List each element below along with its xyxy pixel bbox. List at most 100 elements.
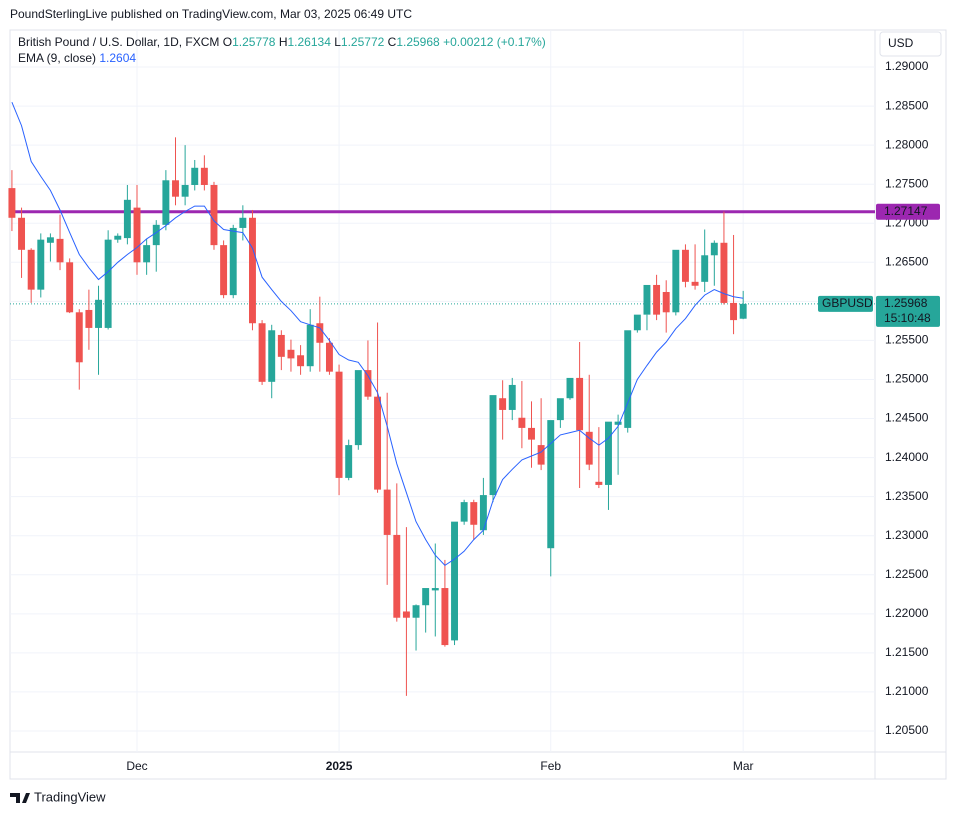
candle-body [537,445,545,465]
legend-value: 1.25778 [232,35,276,49]
candle-body [489,395,497,496]
x-tick-label: Mar [733,759,754,773]
legend-title: British Pound / U.S. Dollar, 1D, FXCM [18,35,219,49]
legend: British Pound / U.S. Dollar, 1D, FXCM O1… [18,35,546,49]
candle-body [710,242,718,256]
candle-body [335,371,343,478]
candle-body [306,324,314,367]
y-tick-label: 1.24000 [885,450,929,464]
legend-key: O [223,35,232,49]
candle-body [95,299,102,328]
tv-logo [10,793,30,803]
y-tick-label: 1.24500 [885,411,929,425]
candle-body [508,384,516,410]
y-tick-label: 1.22000 [885,606,929,620]
candle-body [460,502,468,522]
y-tick-label: 1.28000 [885,137,929,151]
candle-body [614,421,622,425]
candle-body [393,534,401,618]
legend-value: 1.25968 [396,35,440,49]
candle-body [383,489,391,535]
candle-body [470,502,478,525]
y-tick-label: 1.28500 [885,98,929,112]
candle-body [585,431,593,465]
y-tick-label: 1.25000 [885,372,929,386]
y-tick-label: 1.23000 [885,528,929,542]
y-tick-label: 1.21500 [885,645,929,659]
candle-body [104,239,112,328]
candle-body [431,588,439,591]
candle-body [605,421,612,485]
candle-body [181,184,189,197]
candle-body [422,588,430,606]
symbol-tag-label: GBPUSD [822,296,873,310]
candle-body [595,481,603,485]
ema-line [11,102,744,567]
x-tick-label: Feb [540,759,561,773]
ema-legend: EMA (9, close) 1.2604 [18,51,136,65]
candle-body [191,167,199,185]
candle-body [672,249,680,313]
candle-body [643,284,651,315]
candle-body [133,207,141,263]
y-tick-label: 1.22500 [885,567,929,581]
candle-body [258,323,266,382]
candle-body [402,611,410,618]
last-price-tag-label: 1.25968 [884,296,928,310]
y-tick-label: 1.23500 [885,489,929,503]
legend-value: 1.26134 [288,35,332,49]
candle-body [374,396,382,490]
y-tick-label: 1.25500 [885,333,929,347]
candle-body [576,377,584,431]
y-tick-label: 1.29000 [885,59,929,73]
footer-brand: TradingView [34,789,106,804]
candle-body [287,349,295,359]
candle-body [75,312,83,363]
candle-body [720,242,728,303]
candle-body [162,180,170,225]
candle-body [653,284,661,315]
candle-body [56,238,64,263]
candle-body [239,217,247,228]
candle-body [701,255,709,282]
candle-body [364,370,372,397]
candle-body [229,227,237,296]
candle-body [325,342,333,372]
candle-body [297,355,305,367]
candle-body [8,188,16,218]
candle-body [412,605,420,618]
candle-body [451,521,458,641]
candle-body [18,217,26,250]
candle-body [547,420,555,549]
ema-name: EMA (9, close) [18,51,96,65]
candle-body [633,314,641,331]
currency-button[interactable] [879,31,942,57]
currency: USD [888,36,914,50]
y-tick-label: 1.27500 [885,176,929,190]
candle-body [143,245,151,263]
candle-body [556,398,564,421]
legend-change: +0.00212 (+0.17%) [443,35,546,49]
candle-body [739,303,747,319]
header: PoundSterlingLive published on TradingVi… [10,7,412,21]
ema-value: 1.2604 [99,51,136,65]
candle-body [345,445,353,478]
y-tick-label: 1.21000 [885,684,929,698]
candle-body [479,495,487,531]
candle-body [37,239,45,290]
x-tick-label: 2025 [326,759,353,773]
candle-body [662,291,670,313]
y-tick-label: 1.26500 [885,254,929,268]
x-tick-label: Dec [126,759,147,773]
candle-body [220,245,228,296]
legend-key: L [334,35,341,49]
candle-body [624,330,632,428]
candle-body [46,237,54,243]
last-price-tag [876,295,940,327]
candle-body [172,180,179,197]
frame [9,29,947,780]
y-tick-label: 1.20500 [885,723,929,737]
candle-body [114,235,122,240]
candle-body [730,302,738,321]
